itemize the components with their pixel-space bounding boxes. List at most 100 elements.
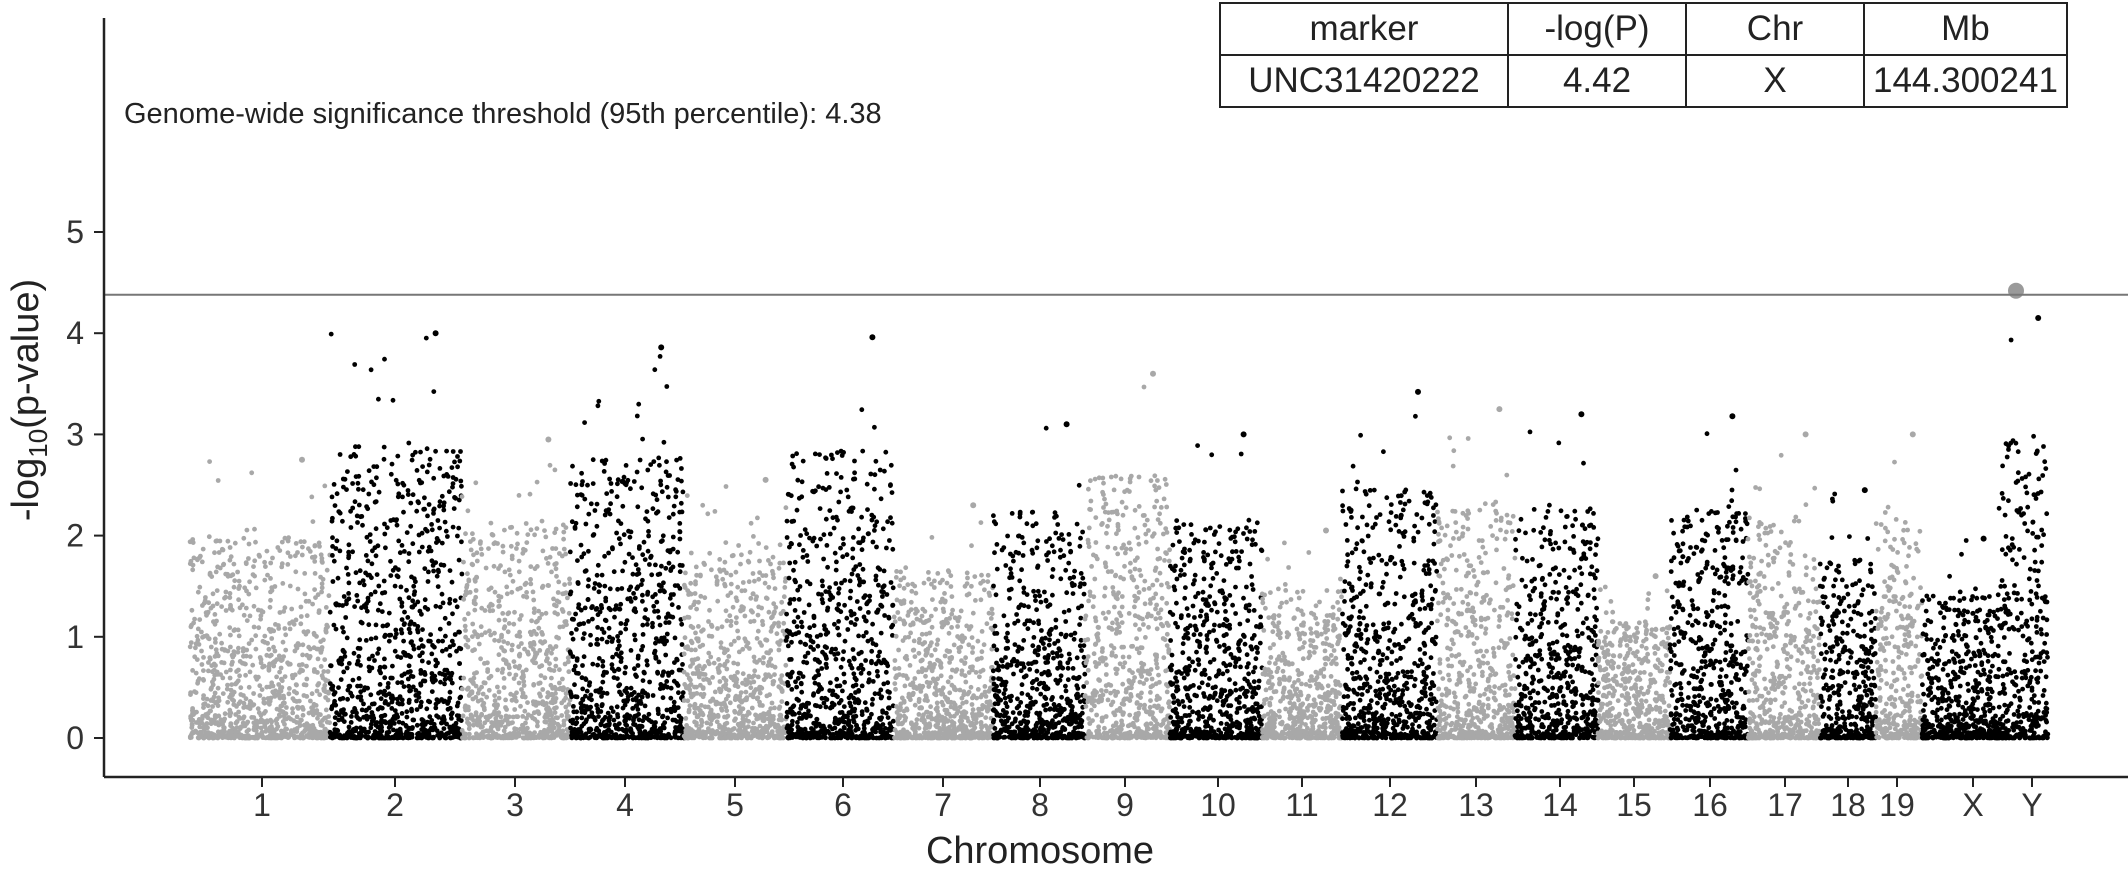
data-point	[359, 605, 364, 611]
data-point	[833, 567, 839, 573]
data-point	[725, 647, 730, 653]
data-point	[279, 730, 285, 736]
data-point	[499, 719, 505, 725]
data-point	[480, 735, 486, 740]
data-point	[787, 560, 793, 566]
data-point	[715, 598, 721, 604]
data-point	[836, 586, 842, 592]
data-point	[377, 682, 383, 687]
data-point	[188, 692, 193, 697]
data-point	[220, 735, 225, 741]
data-point	[401, 638, 406, 644]
data-point	[733, 595, 739, 601]
data-point	[208, 686, 214, 692]
data-point	[635, 663, 641, 668]
data-point	[832, 652, 837, 657]
data-point	[328, 663, 334, 669]
data-point	[386, 725, 392, 730]
data-point	[363, 570, 368, 576]
data-point	[268, 652, 274, 658]
data-point	[537, 691, 542, 697]
data-point	[449, 638, 455, 644]
data-point	[323, 605, 329, 610]
data-point	[571, 617, 576, 622]
data-point	[528, 577, 533, 582]
data-point	[622, 559, 628, 565]
data-point	[276, 623, 281, 628]
data-point	[196, 642, 202, 647]
data-point	[615, 714, 621, 720]
data-point	[525, 532, 531, 537]
data-point	[787, 674, 793, 680]
data-point	[213, 569, 219, 575]
data-point	[800, 554, 806, 560]
data-point	[429, 527, 435, 533]
data-point	[361, 701, 366, 707]
data-point	[755, 695, 761, 701]
data-point	[356, 444, 362, 450]
data-point	[722, 735, 728, 741]
data-point	[210, 682, 216, 688]
data-point	[656, 455, 662, 461]
data-point	[575, 581, 581, 586]
data-point	[345, 469, 350, 474]
data-point	[378, 670, 383, 676]
data-point	[515, 541, 520, 547]
data-point	[392, 583, 398, 589]
data-point	[406, 663, 412, 669]
data-point	[560, 609, 566, 614]
data-point	[842, 679, 847, 685]
data-point	[244, 618, 250, 623]
data-point	[614, 724, 620, 729]
data-point	[632, 595, 638, 601]
data-point	[534, 479, 540, 485]
data-point	[295, 550, 300, 555]
data-point	[304, 663, 309, 669]
data-point	[269, 636, 275, 641]
data-point	[559, 700, 565, 706]
data-point	[561, 546, 567, 552]
data-point	[848, 588, 854, 594]
data-point	[337, 452, 343, 457]
data-point	[632, 632, 637, 638]
data-point	[755, 628, 761, 634]
data-point	[490, 532, 495, 538]
data-point	[863, 658, 868, 663]
data-point	[512, 664, 518, 669]
data-point	[512, 609, 517, 615]
data-point	[263, 709, 268, 714]
data-point	[364, 534, 370, 540]
data-point	[794, 624, 800, 629]
data-point	[344, 635, 350, 641]
data-point	[677, 569, 683, 575]
data-point	[468, 712, 474, 718]
data-point	[856, 526, 861, 532]
data-point	[474, 558, 480, 564]
data-point	[436, 638, 441, 644]
data-point	[228, 644, 233, 650]
data-point	[461, 596, 467, 602]
data-point	[651, 603, 657, 609]
data-point	[231, 652, 237, 658]
data-point	[764, 711, 770, 717]
data-point	[383, 699, 388, 704]
data-point	[800, 458, 806, 464]
data-point	[772, 705, 777, 711]
data-point	[286, 535, 291, 541]
data-point	[665, 494, 671, 500]
data-point	[680, 489, 686, 495]
data-point	[288, 554, 293, 559]
data-point	[465, 571, 470, 577]
data-point	[527, 491, 533, 497]
data-point	[234, 680, 240, 686]
data-point	[217, 631, 223, 637]
data-point	[317, 692, 323, 698]
data-point	[853, 734, 859, 739]
data-point	[376, 646, 382, 652]
data-point	[354, 593, 360, 598]
data-point	[501, 685, 507, 690]
data-point	[437, 735, 443, 741]
data-point	[834, 676, 840, 682]
data-point	[706, 713, 712, 719]
data-point	[515, 586, 521, 592]
